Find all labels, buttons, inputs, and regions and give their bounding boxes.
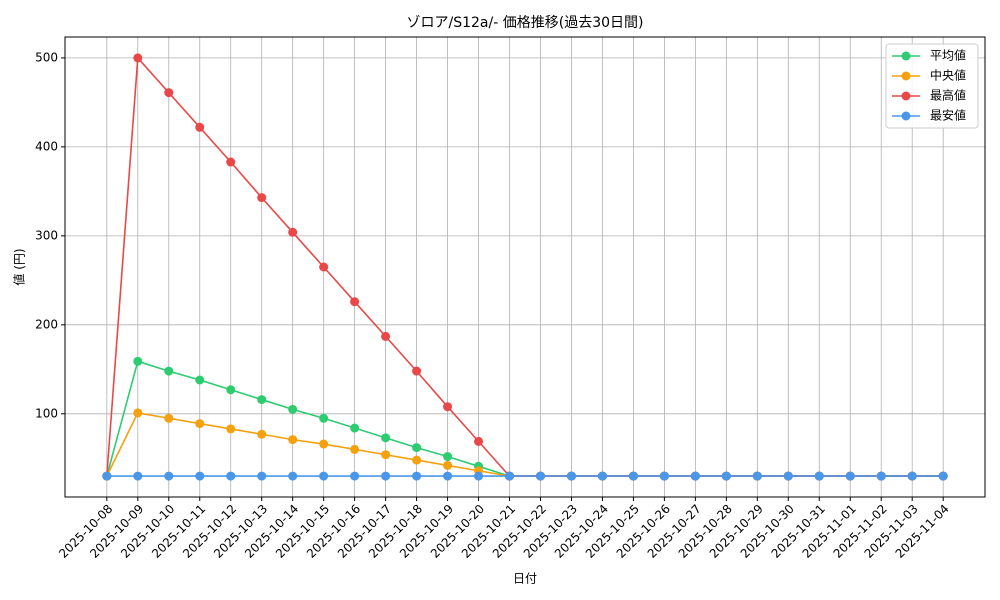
point bbox=[164, 366, 174, 376]
point bbox=[443, 452, 453, 462]
legend-label: 最安値 bbox=[930, 108, 966, 123]
point bbox=[257, 395, 267, 405]
point bbox=[288, 471, 298, 481]
y-axis-label: 値 (円) bbox=[12, 248, 27, 285]
point bbox=[288, 435, 298, 445]
point bbox=[195, 471, 205, 481]
point bbox=[319, 439, 329, 449]
point bbox=[257, 429, 267, 439]
point bbox=[381, 450, 391, 460]
y-tick-label: 100 bbox=[35, 406, 58, 420]
point bbox=[443, 460, 453, 470]
point bbox=[350, 423, 360, 433]
point bbox=[443, 402, 453, 412]
point bbox=[195, 122, 205, 132]
point bbox=[133, 408, 143, 418]
point bbox=[443, 471, 453, 481]
point bbox=[752, 471, 762, 481]
legend-label: 平均値 bbox=[930, 48, 966, 63]
point bbox=[505, 471, 515, 481]
point bbox=[319, 262, 329, 272]
point bbox=[535, 471, 545, 481]
series-line bbox=[106, 412, 944, 477]
point bbox=[164, 413, 174, 423]
y-tick-label: 400 bbox=[35, 139, 58, 153]
point bbox=[350, 297, 360, 307]
point bbox=[845, 471, 855, 481]
legend-label: 中央値 bbox=[930, 68, 966, 83]
series-line bbox=[106, 55, 944, 477]
point bbox=[133, 53, 143, 63]
legend-marker bbox=[901, 91, 911, 101]
point bbox=[226, 471, 236, 481]
point bbox=[381, 433, 391, 443]
point bbox=[319, 471, 329, 481]
y-tick-label: 200 bbox=[35, 317, 58, 331]
point bbox=[659, 471, 669, 481]
point bbox=[597, 471, 607, 481]
point bbox=[381, 471, 391, 481]
point bbox=[350, 444, 360, 454]
point bbox=[288, 404, 298, 414]
legend-marker bbox=[901, 51, 911, 61]
point bbox=[412, 471, 422, 481]
point bbox=[381, 331, 391, 341]
point bbox=[412, 455, 422, 465]
point bbox=[350, 471, 360, 481]
point bbox=[226, 385, 236, 395]
y-tick-label: 300 bbox=[35, 228, 58, 242]
point bbox=[938, 471, 948, 481]
point bbox=[628, 471, 638, 481]
point bbox=[721, 471, 731, 481]
point bbox=[319, 413, 329, 423]
point bbox=[907, 471, 917, 481]
legend-marker bbox=[901, 111, 911, 121]
point bbox=[814, 471, 824, 481]
point bbox=[257, 471, 267, 481]
point bbox=[226, 157, 236, 167]
point bbox=[133, 356, 143, 366]
chart-title: ゾロア/S12a/- 価格推移(過去30日間) bbox=[407, 15, 644, 31]
series-line bbox=[106, 360, 944, 477]
legend-label: 最高値 bbox=[930, 88, 966, 103]
point bbox=[195, 419, 205, 429]
point bbox=[474, 471, 484, 481]
point bbox=[133, 471, 143, 481]
plot-frame bbox=[64, 36, 986, 498]
point bbox=[412, 366, 422, 376]
point bbox=[226, 424, 236, 434]
point bbox=[164, 471, 174, 481]
point bbox=[474, 436, 484, 446]
point bbox=[288, 227, 298, 237]
y-tick-label: 500 bbox=[35, 50, 58, 64]
point bbox=[876, 471, 886, 481]
point bbox=[195, 375, 205, 385]
point bbox=[412, 443, 422, 453]
legend-marker bbox=[901, 71, 911, 81]
x-axis-label: 日付 bbox=[513, 572, 537, 586]
point bbox=[257, 193, 267, 203]
point bbox=[566, 471, 576, 481]
point bbox=[164, 88, 174, 98]
legend bbox=[885, 43, 979, 129]
point bbox=[690, 471, 700, 481]
point bbox=[783, 471, 793, 481]
point bbox=[102, 471, 112, 481]
